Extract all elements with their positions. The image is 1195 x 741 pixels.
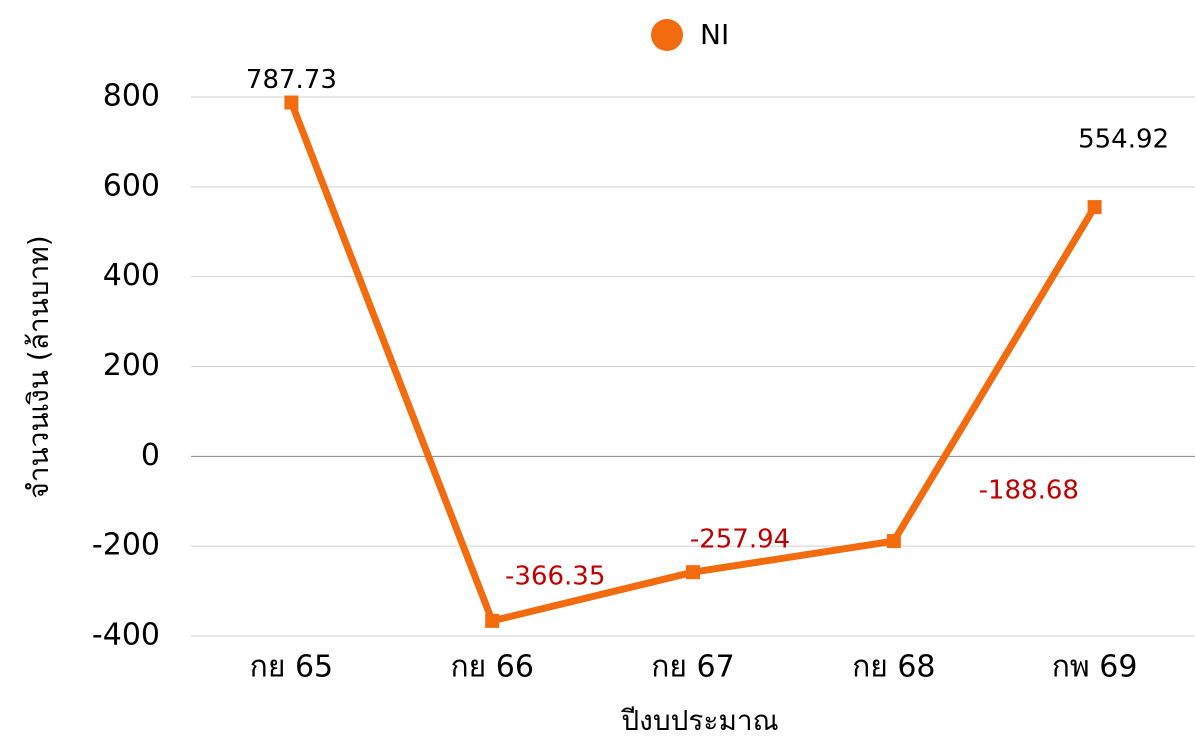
y-tick-label: 800	[103, 79, 160, 114]
marker	[284, 95, 299, 110]
marker	[485, 613, 500, 628]
y-tick-label: 400	[103, 258, 160, 293]
x-tick-label: กพ 69	[1052, 650, 1138, 685]
marker	[886, 534, 901, 549]
x-tick-label: กย 67	[651, 650, 734, 685]
marker	[686, 565, 700, 580]
data-label: -188.68	[979, 476, 1079, 506]
y-tick-label: -400	[92, 618, 160, 653]
y-tick-label: 0	[141, 438, 160, 473]
data-label: 554.92	[1078, 125, 1169, 155]
y-axis-title: จำนวนเงิน (ล้านบาท)	[22, 235, 55, 498]
x-tick-label: กย 68	[852, 650, 935, 685]
marker	[1087, 200, 1102, 215]
x-tick-label: กย 66	[450, 650, 533, 685]
y-tick-label: -200	[92, 528, 160, 563]
legend-marker	[651, 19, 683, 51]
x-tick-label: กย 65	[250, 650, 333, 685]
y-tick-label: 600	[103, 168, 160, 203]
x-axis-title: ปีงบประมาณ	[620, 704, 778, 737]
data-label: -257.94	[690, 525, 790, 555]
data-label: 787.73	[246, 65, 337, 95]
data-label: -366.35	[505, 561, 605, 591]
y-tick-label: 200	[103, 348, 160, 383]
legend-label: NI	[700, 18, 729, 51]
